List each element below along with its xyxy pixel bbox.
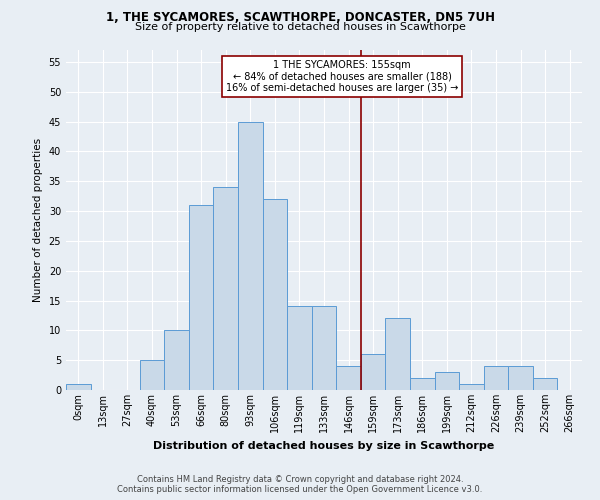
Bar — [189, 205, 214, 390]
Text: 1 THE SYCAMORES: 155sqm
← 84% of detached houses are smaller (188)
16% of semi-d: 1 THE SYCAMORES: 155sqm ← 84% of detache… — [226, 60, 458, 94]
Text: Size of property relative to detached houses in Scawthorpe: Size of property relative to detached ho… — [134, 22, 466, 32]
Bar — [312, 306, 336, 390]
Bar — [533, 378, 557, 390]
Bar — [263, 199, 287, 390]
Bar — [336, 366, 361, 390]
Bar — [385, 318, 410, 390]
Bar — [287, 306, 312, 390]
Bar — [484, 366, 508, 390]
Bar — [164, 330, 189, 390]
Bar — [434, 372, 459, 390]
Bar — [66, 384, 91, 390]
Bar — [361, 354, 385, 390]
Bar — [214, 187, 238, 390]
Y-axis label: Number of detached properties: Number of detached properties — [33, 138, 43, 302]
Text: Contains HM Land Registry data © Crown copyright and database right 2024.
Contai: Contains HM Land Registry data © Crown c… — [118, 474, 482, 494]
Bar — [140, 360, 164, 390]
X-axis label: Distribution of detached houses by size in Scawthorpe: Distribution of detached houses by size … — [154, 440, 494, 450]
Text: 1, THE SYCAMORES, SCAWTHORPE, DONCASTER, DN5 7UH: 1, THE SYCAMORES, SCAWTHORPE, DONCASTER,… — [106, 11, 494, 24]
Bar — [238, 122, 263, 390]
Bar — [459, 384, 484, 390]
Bar — [508, 366, 533, 390]
Bar — [410, 378, 434, 390]
